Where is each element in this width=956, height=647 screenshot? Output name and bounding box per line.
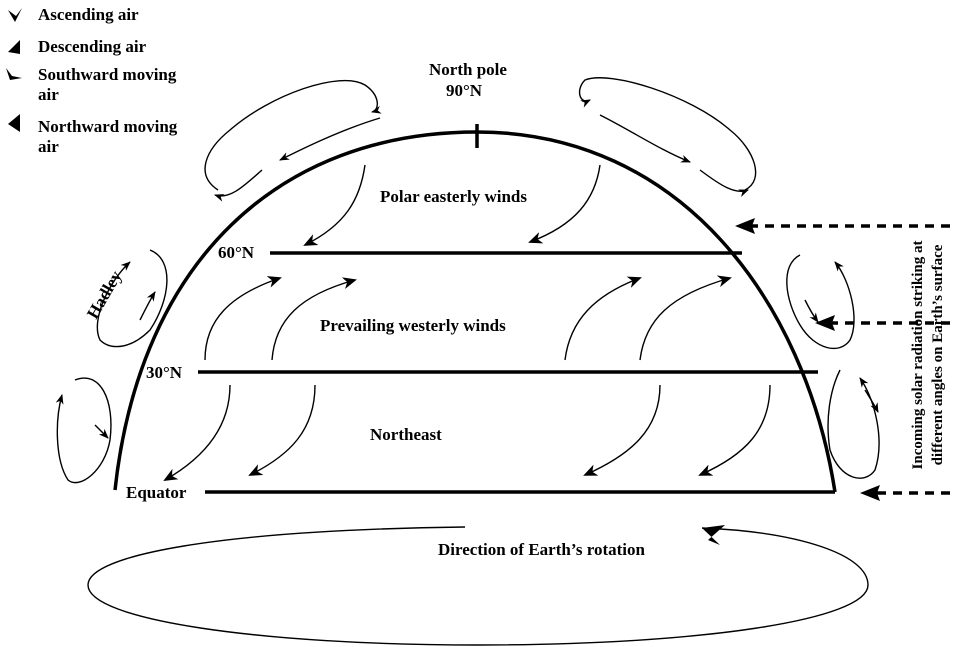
rotation-ellipse: [87, 526, 869, 646]
solar-rays: [735, 218, 950, 501]
solar-label: Incoming solar radiation striking at: [910, 241, 926, 470]
legend-label: air: [38, 85, 59, 104]
legend: Ascending air Descending air Southward m…: [6, 5, 178, 156]
legend-label: Ascending air: [38, 5, 139, 24]
label: Equator: [126, 483, 187, 502]
label: Polar easterly winds: [380, 187, 527, 206]
label: 90°N: [446, 81, 483, 100]
legend-label: air: [38, 137, 59, 156]
label: North pole: [429, 60, 507, 79]
legend-label: Northward moving air: [38, 117, 178, 156]
legend-label: Southward moving air: [38, 65, 177, 104]
solar-label: different angles on Earth’s surface: [930, 244, 946, 465]
label: 60°N: [218, 243, 255, 262]
circulation-cells: [55, 77, 880, 484]
legend-label: Southward moving: [38, 65, 177, 84]
legend-label: Descending air: [38, 37, 147, 56]
label: Prevailing westerly winds: [320, 316, 506, 335]
rotation-arrowhead: [702, 525, 725, 545]
label: Hadley: [83, 267, 126, 322]
label: Northeast: [370, 425, 442, 444]
legend-icon: [8, 8, 22, 22]
legend-icon: [8, 114, 20, 132]
wind-arrows: [163, 164, 771, 481]
label: 30°N: [146, 363, 183, 382]
label: Direction of Earth’s rotation: [438, 540, 646, 559]
legend-icon: [8, 40, 20, 54]
legend-icon: [6, 68, 22, 80]
legend-label: Northward moving: [38, 117, 178, 136]
